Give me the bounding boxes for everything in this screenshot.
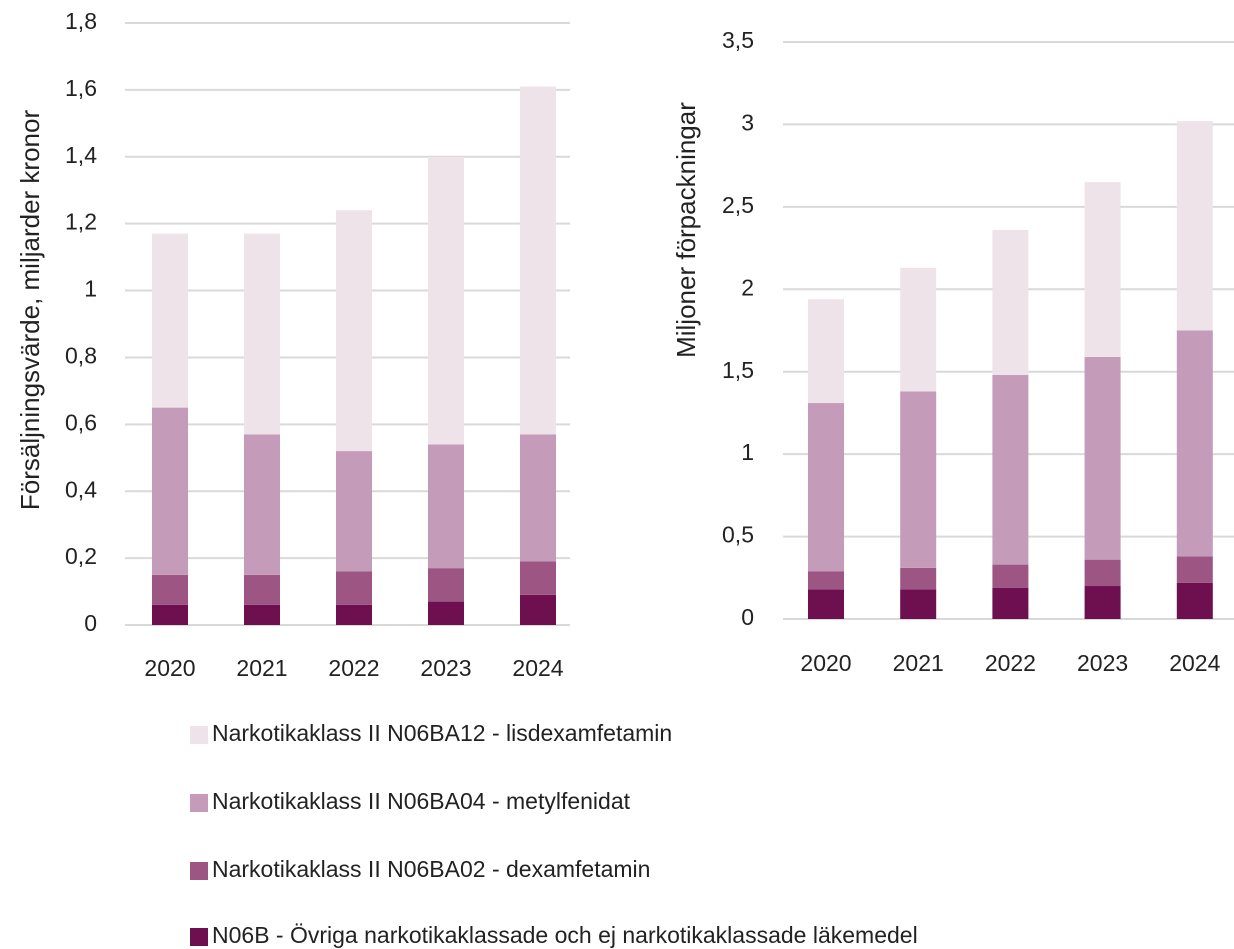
bar-segment (152, 604, 188, 625)
bar-segment (992, 229, 1029, 376)
bar-segment (1084, 586, 1121, 619)
bar-segment (152, 233, 188, 408)
y-axis-label: Försäljningsvärde, miljarder kronor (15, 110, 45, 511)
y-tick-label: 0,2 (65, 543, 97, 569)
x-tick-label: 2023 (420, 655, 471, 681)
y-tick-label: 1,5 (722, 357, 754, 383)
y-tick-label: 0,5 (722, 522, 754, 548)
x-tick-label: 2021 (893, 650, 944, 676)
bar-segment (428, 156, 464, 445)
legend-label: Narkotikaklass II N06BA04 - metylfenidat (212, 788, 631, 814)
bar-segment (808, 403, 844, 572)
bar-segment (1084, 182, 1121, 357)
y-tick-label: 2 (741, 274, 754, 300)
y-tick-label: 1,6 (65, 75, 97, 101)
bar-segment (992, 587, 1029, 619)
legend-swatch (190, 794, 208, 812)
x-tick-label: 2020 (800, 650, 851, 676)
bar-segment (900, 391, 937, 568)
bar-segment (900, 589, 937, 619)
bar-segment (1084, 356, 1121, 560)
bar-segment (152, 407, 188, 575)
bar-segment (900, 267, 937, 392)
x-tick-label: 2022 (985, 650, 1036, 676)
bar-segment (520, 86, 556, 435)
bar-segment (808, 571, 844, 590)
y-tick-label: 1,8 (65, 8, 97, 34)
legend-swatch (190, 928, 208, 946)
x-tick-label: 2022 (328, 655, 379, 681)
y-axis-label: Miljoner förpackningar (671, 102, 701, 358)
x-tick-label: 2024 (1169, 650, 1220, 676)
bar-segment (808, 299, 844, 404)
bar-segment (152, 574, 188, 605)
bar-segment (244, 434, 280, 575)
x-tick-label: 2021 (236, 655, 287, 681)
bar-segment (1176, 330, 1213, 557)
bar-segment (244, 604, 280, 625)
bar-segment (428, 444, 464, 569)
bar-segment (336, 210, 372, 452)
legend-swatch (190, 726, 208, 744)
bar-segment (244, 233, 280, 435)
y-tick-label: 0,4 (65, 476, 97, 502)
bar-segment (244, 574, 280, 605)
bar-segment (900, 567, 937, 590)
bar-segment (992, 375, 1029, 565)
bar-segment (1176, 582, 1213, 619)
y-tick-label: 1 (84, 276, 97, 302)
x-tick-label: 2023 (1077, 650, 1128, 676)
y-tick-label: 3,5 (722, 27, 754, 53)
bar-segment (520, 594, 556, 625)
y-tick-label: 0,8 (65, 343, 97, 369)
bar-segment (1084, 559, 1121, 587)
y-tick-label: 0 (84, 610, 97, 636)
bar-segment (428, 568, 464, 602)
y-tick-label: 1,2 (65, 209, 97, 235)
y-tick-label: 2,5 (722, 192, 754, 218)
y-tick-label: 1,4 (65, 142, 97, 168)
y-tick-label: 3 (741, 110, 754, 136)
legend-label: Narkotikaklass II N06BA02 - dexamfetamin (212, 856, 650, 882)
bar-segment (808, 589, 844, 619)
bar-segment (992, 564, 1029, 588)
bar-segment (336, 451, 372, 572)
y-tick-label: 0,6 (65, 409, 97, 435)
legend-label: Narkotikaklass II N06BA12 - lisdexamfeta… (212, 720, 672, 746)
bar-segment (1176, 556, 1213, 583)
legend-label: N06B - Övriga narkotikaklassade och ej n… (212, 922, 918, 948)
bar-segment (520, 434, 556, 562)
bar-segment (336, 604, 372, 625)
x-tick-label: 2024 (512, 655, 563, 681)
bar-segment (336, 571, 372, 605)
legend-swatch (190, 862, 208, 880)
y-tick-label: 0 (741, 604, 754, 630)
x-tick-label: 2020 (144, 655, 195, 681)
y-tick-label: 1 (741, 439, 754, 465)
bar-segment (1176, 121, 1213, 331)
bar-segment (520, 561, 556, 595)
bar-segment (428, 601, 464, 625)
